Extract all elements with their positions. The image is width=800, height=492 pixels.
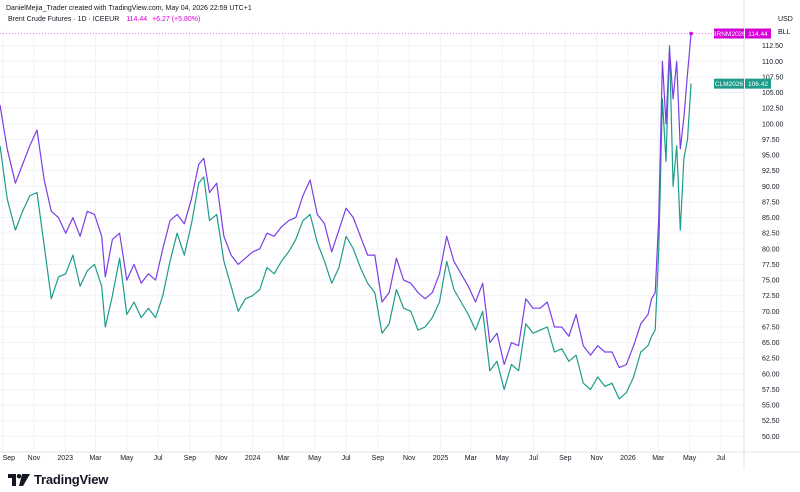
last-price: 114.44 (126, 16, 148, 23)
symbol-title: Brent Crude Futures · 1D · ICEEUR (8, 16, 120, 23)
x-tick-label: Mar (89, 455, 102, 462)
x-tick-label: 2025 (433, 455, 449, 462)
unit-label: BLL (778, 29, 791, 36)
series-value-label: 114.44 (748, 31, 768, 38)
y-tick-label: 67.50 (762, 324, 780, 331)
x-tick-label: Mar (465, 455, 478, 462)
y-tick-label: 90.00 (762, 184, 780, 191)
x-tick-label: Sep (3, 455, 16, 462)
series-name-tag (714, 78, 744, 89)
x-tick-label: May (120, 455, 134, 462)
x-tick-label: Mar (277, 455, 290, 462)
y-tick-label: 112.50 (762, 43, 783, 50)
series-name-tag (714, 28, 744, 39)
x-tick-label: Nov (590, 455, 603, 462)
tradingview-brand[interactable]: TradingView (8, 472, 108, 487)
y-tick-label: 95.00 (762, 153, 780, 160)
x-tick-label: Nov (215, 455, 228, 462)
x-tick-label: 2024 (245, 455, 261, 462)
series-value-tag (745, 28, 771, 39)
y-tick-label: 50.00 (762, 434, 780, 441)
x-tick-label: 2023 (57, 455, 73, 462)
y-tick-label: 77.50 (762, 262, 780, 269)
y-tick-label: 85.00 (762, 215, 780, 222)
series-name-label: BRNM2026 (712, 31, 746, 38)
y-tick-label: 72.50 (762, 293, 780, 300)
series-line-clm2026 (0, 44, 692, 400)
x-tick-label: 2026 (620, 455, 636, 462)
x-tick-label: Mar (652, 455, 665, 462)
y-tick-label: 62.50 (762, 356, 780, 363)
y-tick-label: 65.00 (762, 340, 780, 347)
y-tick-label: 102.50 (762, 106, 784, 113)
price-chart[interactable]: 50.00 52.50 55.00 57.50 60.00 62.50 65.00 67.50… (0, 0, 800, 470)
series-value-tag (745, 78, 771, 89)
x-tick-label: Sep (559, 455, 572, 462)
y-tick-label: 82.50 (762, 231, 780, 238)
x-tick-label: May (496, 455, 510, 462)
y-tick-label: 107.50 (762, 74, 784, 81)
y-tick-label: 57.50 (762, 387, 780, 394)
x-tick-label: Sep (372, 455, 385, 462)
last-point-marker (689, 31, 693, 36)
y-tick-label: 92.50 (762, 168, 780, 175)
y-tick-label: 70.00 (762, 309, 780, 316)
y-tick-label: 97.50 (762, 137, 780, 144)
chart-credit: DanielMejia_Trader created with TradingV… (6, 5, 252, 12)
series-line-brnm2026 (0, 33, 692, 369)
y-tick-label: 55.00 (762, 403, 780, 410)
y-tick-label: 87.50 (762, 199, 780, 206)
price-change: +6.27 (+5.80%) (152, 16, 201, 23)
x-tick-label: May (683, 455, 697, 462)
y-tick-label: 110.00 (762, 59, 783, 66)
tradingview-logo-icon (8, 473, 30, 486)
x-tick-label: May (308, 455, 322, 462)
brand-name: TradingView (34, 472, 109, 487)
series-name-label: CLM2026 (715, 81, 744, 88)
symbol-header: Brent Crude Futures · 1D · ICEEUR 114.44… (8, 16, 200, 23)
x-tick-label: Jul (716, 455, 725, 462)
y-tick-label: 75.00 (762, 278, 780, 285)
x-tick-label: Sep (184, 455, 197, 462)
x-tick-label: Nov (28, 455, 41, 462)
x-tick-label: Jul (154, 455, 163, 462)
y-tick-label: 100.00 (762, 121, 784, 128)
series-value-label: 106.42 (748, 81, 768, 88)
y-tick-label: 105.00 (762, 90, 784, 97)
y-tick-label: 60.00 (762, 371, 780, 378)
x-tick-label: Jul (342, 455, 351, 462)
x-tick-label: Nov (403, 455, 416, 462)
currency-label: USD (778, 16, 793, 23)
y-tick-label: 52.50 (762, 418, 780, 425)
x-tick-label: Jul (529, 455, 538, 462)
y-tick-label: 80.00 (762, 246, 780, 253)
